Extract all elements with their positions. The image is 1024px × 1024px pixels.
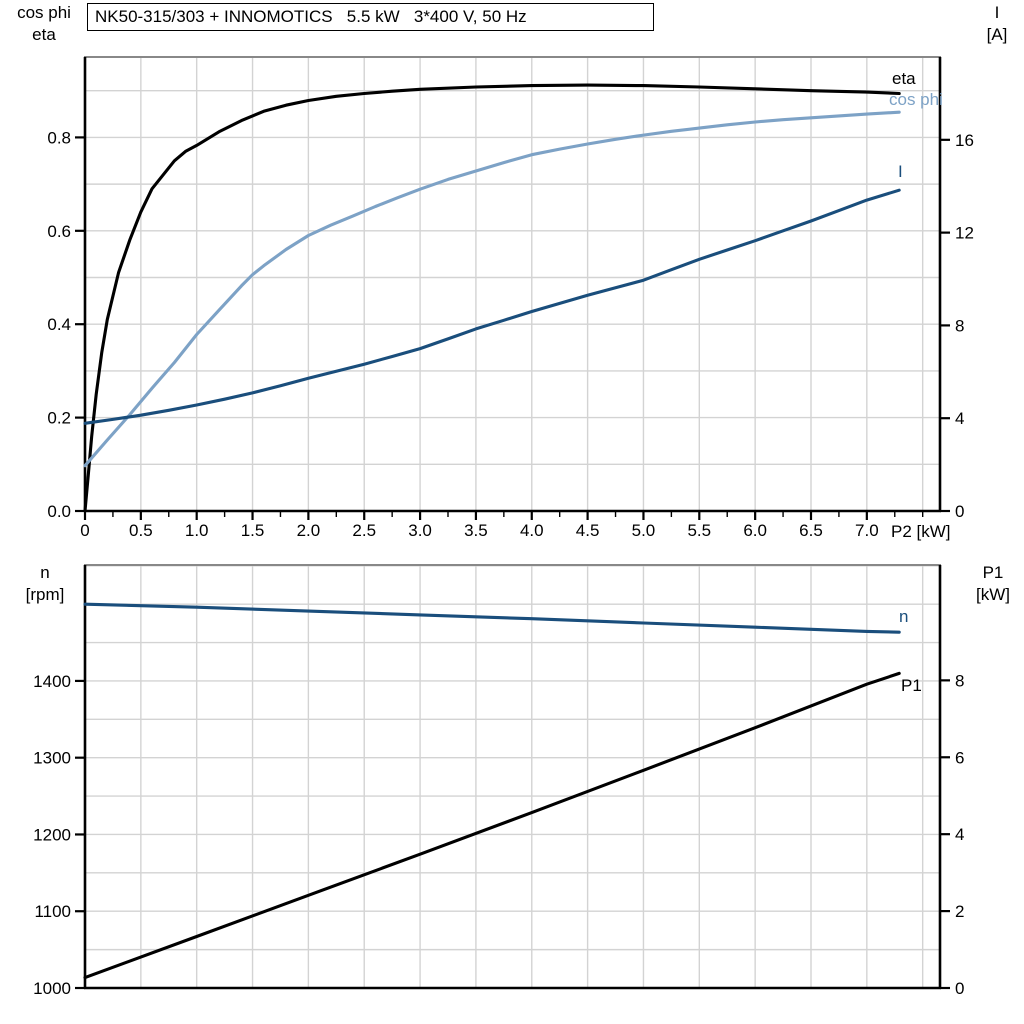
x-axis-tick-label: 7.0 [855,521,879,540]
series-n-curve [83,602,901,634]
top-left-axis-label: cos phi eta [4,2,84,46]
series-P1-curve [83,671,901,980]
series-P1-label: P1 [901,676,922,695]
right-axis-label-current: I [994,3,1000,22]
series-cos-phi-label: cos phi [889,90,943,109]
right-axis-tick-label: 0 [955,979,964,998]
series-I-curve [83,188,901,425]
x-axis-tick-label: 6.0 [743,521,767,540]
left-axis-tick-label: 1100 [34,902,71,921]
x-axis-tick-label: 4.5 [576,521,600,540]
x-axis-tick-label: 1.5 [241,521,265,540]
right-axis-tick-label: 12 [955,224,974,243]
chart-title: NK50-315/303 + INNOMOTICS 5.5 kW 3*400 V… [95,7,527,26]
bottom-left-axis-label: n [rpm] [2,562,88,606]
x-axis-tick-label: 2.0 [297,521,321,540]
x-axis-tick-label: 0 [80,521,89,540]
series-I-label: I [898,162,903,181]
x-axis-tick-label: 6.5 [799,521,823,540]
right-axis-label-current-unit: [A] [986,25,1008,44]
left-axis-tick-label: 0.2 [47,409,71,428]
series-cos-phi-curve [83,110,901,468]
x-axis-tick-label: 5.0 [632,521,656,540]
right-axis-tick-label: 2 [955,902,964,921]
left-axis-tick-label: 1300 [33,749,71,768]
chart-speed-and-input-power: 1000 1100 1200 1300 1400 0 2 4 6 8 n P1 [33,564,964,998]
left-axis-tick-label: 0.8 [47,128,71,147]
chart-motor-performance: 0.0 0.2 0.4 0.6 0.8 0 4 8 12 16 0 0.5 1.0 1.5 2.0 2.5 3.… [47,56,974,541]
chart-title-box: NK50-315/303 + INNOMOTICS 5.5 kW 3*400 V… [87,3,654,31]
input-power-axis-label: P1 [982,563,1004,582]
left-axis-tick-label: 0.6 [47,222,71,241]
x-axis-tick-label: 1.0 [185,521,209,540]
x-axis-title: P2 [kW] [891,522,951,541]
input-power-axis-unit: [kW] [976,585,1010,604]
left-axis-tick-label: 0.4 [47,315,71,334]
left-axis-tick-label: 1000 [33,979,71,998]
right-axis-tick-label: 0 [955,502,964,521]
speed-axis-unit: [rpm] [25,585,65,604]
series-eta-curve [83,83,901,513]
top-right-axis-label: I [A] [972,2,1022,46]
right-axis-tick-label: 8 [955,316,964,335]
right-axis-tick-label: 16 [955,131,974,150]
x-axis-tick-label: 2.5 [352,521,376,540]
right-axis-tick-label: 4 [955,825,964,844]
series-eta-label: eta [892,69,916,88]
x-axis-tick-label: 0.5 [129,521,153,540]
series-n-label: n [899,607,908,626]
right-axis-tick-label: 8 [955,671,964,690]
bottom-right-axis-label: P1 [kW] [962,562,1024,606]
x-axis-tick-label: 4.0 [520,521,544,540]
left-axis-tick-label: 0.0 [47,502,71,521]
speed-axis-label: n [40,563,50,582]
left-axis-label-eta: eta [32,25,56,44]
left-axis-tick-label: 1200 [33,825,71,844]
x-axis-tick-label: 5.5 [687,521,711,540]
x-axis-tick-label: 3.5 [464,521,488,540]
left-axis-label-cosphi: cos phi [17,3,71,22]
right-axis-tick-label: 4 [955,409,964,428]
x-axis-tick-label: 3.0 [408,521,432,540]
left-axis-tick-label: 1400 [33,672,71,691]
right-axis-tick-label: 6 [955,748,964,767]
